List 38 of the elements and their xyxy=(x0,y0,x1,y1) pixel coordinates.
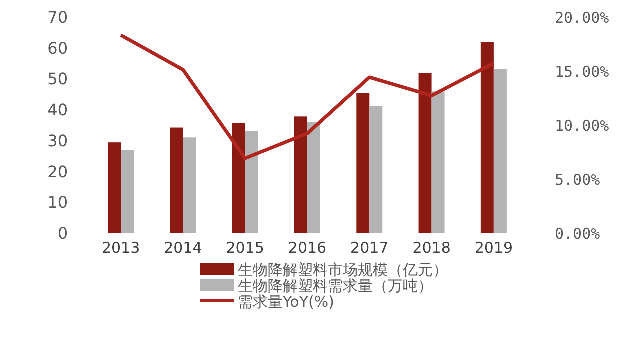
bar xyxy=(232,123,246,233)
legend-label: 生物降解塑料需求量（万吨） xyxy=(238,277,433,295)
x-tick-label: 2017 xyxy=(350,239,389,257)
y-tick-label: 0 xyxy=(58,224,68,243)
y2-tick-label: 20.00% xyxy=(555,9,610,27)
bar xyxy=(170,128,184,233)
y-tick-label: 50 xyxy=(48,70,68,89)
bar xyxy=(245,131,258,233)
y-tick-label: 20 xyxy=(48,162,68,182)
x-tick-label: 2018 xyxy=(412,239,451,257)
x-tick-label: 2014 xyxy=(164,239,202,257)
y2-tick-label: 15.00% xyxy=(555,63,610,81)
x-tick-label: 2015 xyxy=(226,239,264,257)
bar xyxy=(494,69,507,233)
bar xyxy=(108,142,122,233)
legend-label: 需求量YoY(%) xyxy=(238,293,334,311)
x-tick-label: 2016 xyxy=(288,239,327,257)
bar xyxy=(370,106,383,233)
y2-tick-label: 5.00% xyxy=(555,171,600,189)
bar xyxy=(121,150,134,233)
bar xyxy=(294,116,308,233)
bar xyxy=(432,92,445,233)
line-series xyxy=(119,34,496,160)
y2-tick-label: 0.00% xyxy=(555,225,600,243)
x-tick-label: 2013 xyxy=(102,239,140,257)
y-tick-label: 40 xyxy=(48,100,68,120)
bar xyxy=(480,42,494,233)
y-tick-label: 60 xyxy=(48,38,68,58)
y-tick-label: 30 xyxy=(48,131,68,150)
bar xyxy=(183,138,196,233)
x-tick-label: 2019 xyxy=(474,239,514,257)
y2-tick-label: 10.00% xyxy=(555,117,610,135)
y-tick-label: 70 xyxy=(48,8,68,27)
bar xyxy=(356,93,370,233)
bar xyxy=(308,122,320,233)
y-tick-label: 10 xyxy=(48,193,68,212)
bar xyxy=(418,73,432,233)
legend-label: 生物降解塑料市场规模（亿元） xyxy=(238,261,448,279)
